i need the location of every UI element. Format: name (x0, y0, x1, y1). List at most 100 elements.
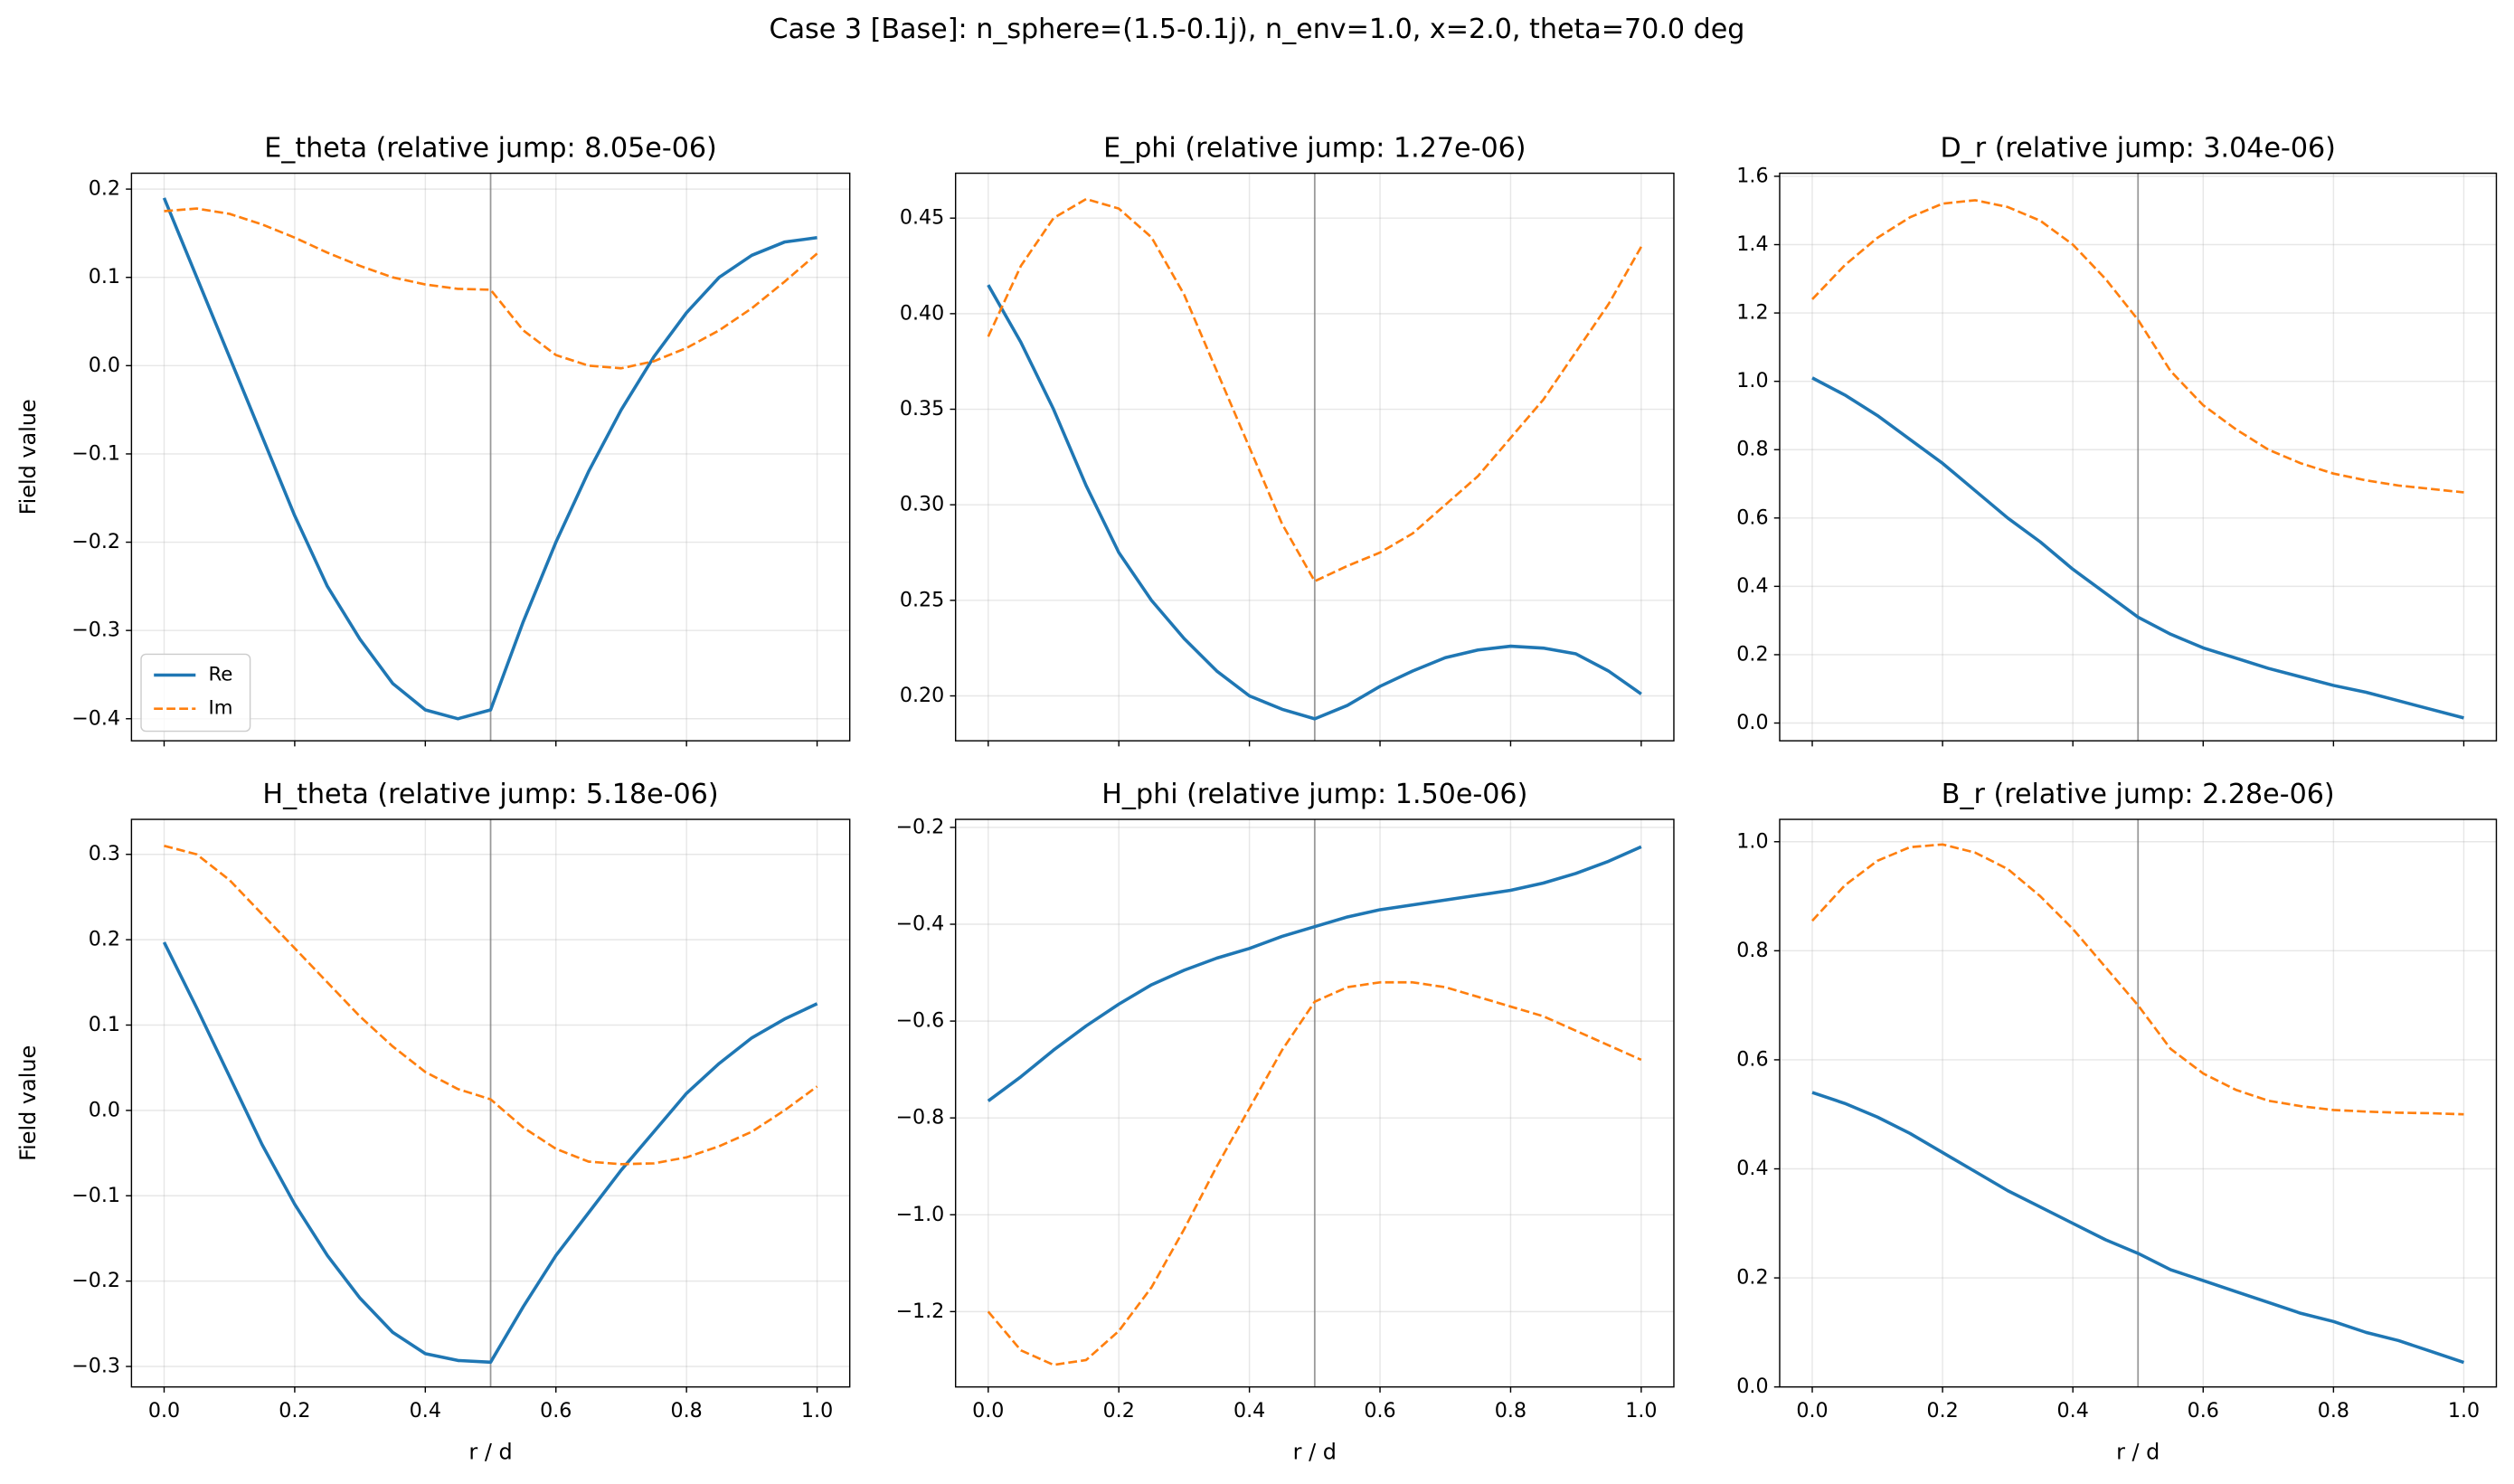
line-series (1811, 376, 2464, 720)
y-tick-label: 0.45 (900, 206, 944, 230)
y-tick-label: 0.0 (1736, 1375, 1768, 1398)
subplot-title: D_r (relative jump: 3.04e-06) (1941, 132, 2336, 164)
axes-frame (954, 172, 1675, 742)
y-tick-label: 1.2 (1736, 301, 1768, 325)
y-tick-label: 1.6 (1736, 164, 1768, 187)
line-series (1811, 1091, 2465, 1365)
y-tick-label: 1.4 (1736, 232, 1768, 256)
x-tick-label: 0.0 (1796, 1399, 1828, 1423)
subplot-title: B_r (relative jump: 2.28e-06) (1942, 779, 2335, 810)
y-tick-label: −0.2 (895, 815, 944, 838)
subplot: 0.20 0.25 0.30 0.35 0.40 0.45 E_phi (relative … (900, 132, 1675, 747)
y-tick-label: 0.0 (1736, 711, 1768, 734)
y-tick-label: 0.3 (89, 842, 120, 865)
y-tick-label: 0.0 (89, 1098, 120, 1121)
axes-frame (130, 172, 851, 742)
axes-frame (1779, 818, 2498, 1388)
y-tick-label: −0.2 (71, 530, 120, 553)
y-tick-label: −0.1 (71, 441, 120, 465)
y-tick-label: 0.20 (900, 684, 944, 707)
axes-frame (130, 818, 851, 1388)
subplot: 0.0 0.2 0.4 0.6 0.8 1.0 1.2 1.4 1.6 D_r (relative… (1736, 132, 2498, 747)
y-axis-label: Field value (15, 1045, 41, 1161)
x-tick-label: 0.2 (1926, 1399, 1958, 1423)
y-tick-label: 0.40 (900, 301, 944, 325)
x-tick-label: 0.0 (148, 1399, 180, 1423)
x-tick-label: 0.6 (540, 1399, 572, 1423)
x-tick-label: 0.4 (2057, 1399, 2089, 1423)
line-series (987, 197, 1643, 583)
axes-frame (954, 818, 1675, 1388)
x-tick-label: 0.2 (1103, 1399, 1135, 1423)
legend: Re Im (140, 653, 251, 733)
x-tick-label: 0.8 (671, 1399, 703, 1423)
subplot: 0.0 0.2 0.4 0.6 0.8 1.0 −1.2 −1.0 −0.8 −0.6 −0.4 −0… (895, 779, 1675, 1464)
line-series (162, 197, 818, 721)
x-tick-label: 0.6 (1364, 1399, 1395, 1423)
x-tick-label: 1.0 (2448, 1399, 2480, 1423)
y-tick-label: 0.4 (1736, 1157, 1768, 1180)
subplot: 0.0 0.2 0.4 0.6 0.8 1.0 0.0 0.2 0.4 0.6 0.8 1.0 B_r … (1736, 779, 2498, 1464)
x-tick-label: 1.0 (801, 1399, 833, 1423)
y-axis-label: Field value (15, 399, 41, 515)
x-tick-label: 0.8 (1495, 1399, 1526, 1423)
legend-label: Re (208, 663, 232, 685)
y-tick-label: 1.0 (1736, 829, 1768, 853)
x-tick-label: 0.0 (972, 1399, 1004, 1423)
y-tick-label: −0.2 (71, 1269, 120, 1292)
legend-label: Im (208, 697, 232, 720)
line-series (1811, 199, 2464, 494)
y-tick-label: 0.25 (900, 588, 944, 611)
x-axis-label: r / d (2116, 1439, 2160, 1464)
subplot-title: H_phi (relative jump: 1.50e-06) (1101, 779, 1527, 810)
y-tick-label: 0.2 (89, 177, 120, 201)
y-tick-label: 0.2 (89, 928, 120, 951)
y-tick-label: −0.3 (71, 619, 120, 642)
subplot-title: H_theta (relative jump: 5.18e-06) (262, 779, 718, 810)
y-tick-label: 0.6 (1736, 1047, 1768, 1071)
y-tick-label: −0.4 (895, 912, 944, 936)
x-axis-label: r / d (1293, 1439, 1337, 1464)
y-tick-label: 0.1 (89, 265, 120, 288)
figure-title: Case 3 [Base]: n_sphere=(1.5-0.1j), n_en… (770, 14, 1745, 45)
axes-frame (1779, 172, 2498, 742)
line-series (164, 845, 818, 1166)
line-series (162, 941, 818, 1365)
y-tick-label: 0.6 (1736, 506, 1768, 529)
y-tick-label: 0.2 (1736, 1266, 1768, 1290)
y-tick-label: 0.35 (900, 397, 944, 421)
x-tick-label: 0.2 (279, 1399, 310, 1423)
y-tick-label: −0.3 (71, 1355, 120, 1378)
x-axis-label: r / d (468, 1439, 512, 1464)
y-tick-label: −0.4 (71, 706, 120, 730)
y-tick-label: −1.2 (895, 1300, 944, 1323)
line-series (987, 845, 1642, 1102)
line-series (1811, 843, 2464, 1116)
x-tick-label: 0.4 (1233, 1399, 1265, 1423)
x-tick-label: 1.0 (1625, 1399, 1657, 1423)
y-tick-label: 0.30 (900, 493, 944, 516)
y-tick-label: 0.1 (89, 1013, 120, 1036)
legend-box (140, 653, 251, 733)
subplot-title: E_theta (relative jump: 8.05e-06) (264, 132, 717, 164)
y-tick-label: 0.8 (1736, 438, 1768, 461)
y-tick-label: −0.1 (71, 1184, 120, 1207)
y-tick-label: 0.0 (89, 354, 120, 377)
y-tick-label: 0.4 (1736, 574, 1768, 598)
subplot: 0.0 0.2 0.4 0.6 0.8 1.0 −0.3 −0.2 −0.1 0.0 0.1 0.2 0… (15, 779, 851, 1464)
x-tick-label: 0.6 (2188, 1399, 2219, 1423)
line-series (987, 980, 1642, 1366)
subplot: −0.4 −0.3 −0.2 −0.1 0.0 0.1 0.2 E_theta (relati… (15, 132, 851, 747)
y-tick-label: −0.6 (895, 1009, 944, 1033)
y-tick-label: −0.8 (895, 1106, 944, 1130)
y-tick-label: −1.0 (895, 1203, 944, 1226)
y-tick-label: 0.2 (1736, 642, 1768, 666)
y-tick-label: 0.8 (1736, 939, 1768, 962)
x-tick-label: 0.4 (410, 1399, 441, 1423)
subplot-title: E_phi (relative jump: 1.27e-06) (1103, 132, 1526, 164)
line-series (987, 284, 1642, 721)
y-tick-label: 1.0 (1736, 369, 1768, 392)
